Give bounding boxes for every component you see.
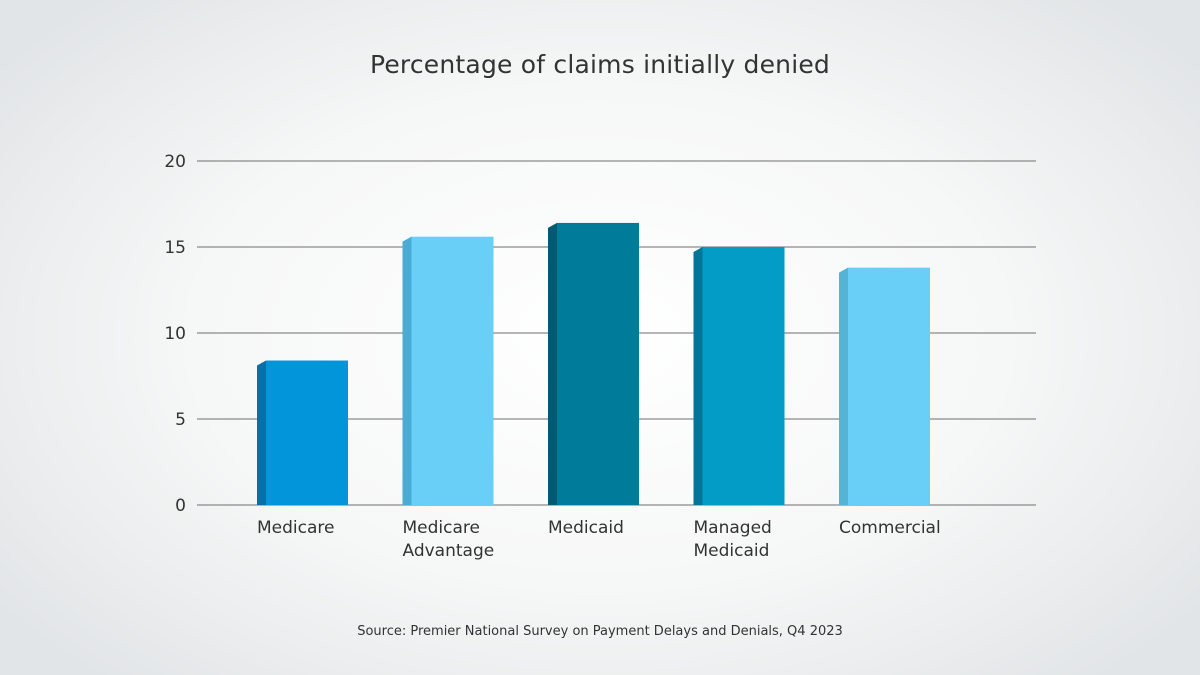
bar — [693, 247, 785, 505]
bar — [548, 222, 639, 506]
x-category-label: Medicare Advantage — [403, 518, 495, 561]
bar — [839, 267, 930, 505]
bar-side — [693, 247, 703, 505]
bar-front — [266, 360, 348, 505]
bars — [257, 222, 930, 506]
bar-front — [411, 236, 494, 505]
y-tick-label: 10 — [164, 324, 186, 344]
y-tick-label: 15 — [164, 238, 186, 258]
bar-front — [702, 247, 785, 505]
chart-title: Percentage of claims initially denied — [369, 50, 831, 79]
y-tick-label: 5 — [175, 410, 186, 430]
bar — [402, 236, 494, 505]
x-category-label: Medicare — [257, 518, 334, 538]
bar-side — [839, 267, 848, 505]
source-note: Source: Premier National Survey on Payme… — [357, 624, 843, 639]
bar — [257, 360, 348, 505]
y-axis-ticks: 0 5 10 15 20 — [164, 152, 186, 516]
x-category-label: Commercial — [839, 518, 941, 538]
y-tick-label: 0 — [175, 496, 186, 516]
bar-front — [557, 222, 639, 506]
bar-side — [402, 236, 412, 505]
x-category-label: Managed Medicaid — [694, 518, 772, 561]
y-tick-label: 20 — [164, 152, 186, 172]
bar-side — [548, 222, 557, 506]
bar-front — [848, 267, 930, 505]
bar-side — [257, 360, 266, 505]
x-axis-labels: Medicare Medicare Advantage Medicaid Managed… — [257, 518, 941, 561]
x-category-label: Medicaid — [548, 518, 624, 538]
